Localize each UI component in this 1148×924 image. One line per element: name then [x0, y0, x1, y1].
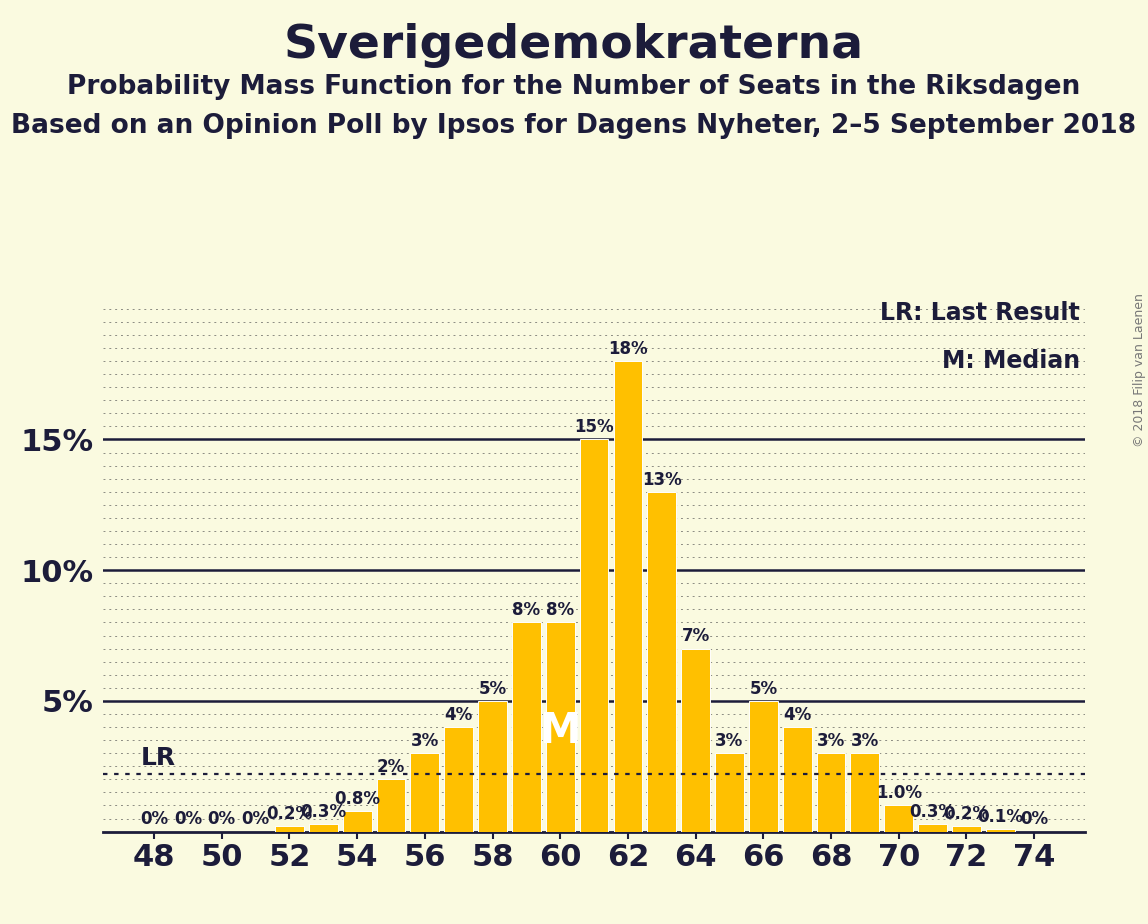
Text: 2%: 2% — [377, 759, 405, 776]
Bar — [343, 810, 372, 832]
Bar — [647, 492, 676, 832]
Text: 0.2%: 0.2% — [944, 805, 990, 823]
Text: 0.8%: 0.8% — [334, 789, 380, 808]
Bar — [851, 753, 879, 832]
Bar — [444, 727, 473, 832]
Bar — [411, 753, 440, 832]
Bar — [276, 826, 304, 832]
Text: 0%: 0% — [208, 810, 235, 829]
Bar — [918, 824, 947, 832]
Bar — [377, 779, 405, 832]
Text: LR: LR — [140, 747, 176, 771]
Bar — [748, 701, 777, 832]
Bar — [816, 753, 845, 832]
Text: Probability Mass Function for the Number of Seats in the Riksdagen: Probability Mass Function for the Number… — [68, 74, 1080, 100]
Text: 3%: 3% — [715, 732, 744, 750]
Bar — [715, 753, 744, 832]
Text: 0%: 0% — [173, 810, 202, 829]
Text: 3%: 3% — [817, 732, 845, 750]
Bar — [512, 623, 541, 832]
Bar — [479, 701, 507, 832]
Text: 1.0%: 1.0% — [876, 784, 922, 802]
Text: 4%: 4% — [783, 706, 812, 723]
Text: 13%: 13% — [642, 470, 682, 489]
Bar — [681, 649, 709, 832]
Text: © 2018 Filip van Laenen: © 2018 Filip van Laenen — [1133, 293, 1146, 446]
Text: 15%: 15% — [574, 419, 614, 436]
Text: 5%: 5% — [479, 680, 506, 698]
Text: 0.3%: 0.3% — [909, 803, 955, 821]
Text: 8%: 8% — [546, 602, 574, 619]
Text: 5%: 5% — [750, 680, 777, 698]
Text: 0.3%: 0.3% — [301, 803, 347, 821]
Text: 0%: 0% — [1021, 810, 1048, 829]
Text: 3%: 3% — [851, 732, 879, 750]
Text: Sverigedemokraterna: Sverigedemokraterna — [284, 23, 864, 68]
Text: M: M — [540, 711, 581, 752]
Bar — [309, 824, 338, 832]
Text: 0.2%: 0.2% — [266, 805, 312, 823]
Bar — [783, 727, 812, 832]
Text: LR: Last Result: LR: Last Result — [881, 301, 1080, 325]
Text: 0%: 0% — [140, 810, 168, 829]
Bar — [613, 361, 643, 832]
Text: 0.1%: 0.1% — [977, 808, 1023, 826]
Text: 18%: 18% — [608, 340, 647, 358]
Text: Based on an Opinion Poll by Ipsos for Dagens Nyheter, 2–5 September 2018: Based on an Opinion Poll by Ipsos for Da… — [11, 113, 1137, 139]
Text: 7%: 7% — [682, 627, 709, 646]
Text: 0%: 0% — [241, 810, 270, 829]
Text: 4%: 4% — [444, 706, 473, 723]
Bar — [580, 440, 608, 832]
Text: 8%: 8% — [512, 602, 541, 619]
Bar — [884, 806, 913, 832]
Text: M: Median: M: Median — [941, 349, 1080, 373]
Text: 3%: 3% — [411, 732, 439, 750]
Bar — [986, 829, 1015, 832]
Bar — [545, 623, 575, 832]
Bar — [952, 826, 980, 832]
